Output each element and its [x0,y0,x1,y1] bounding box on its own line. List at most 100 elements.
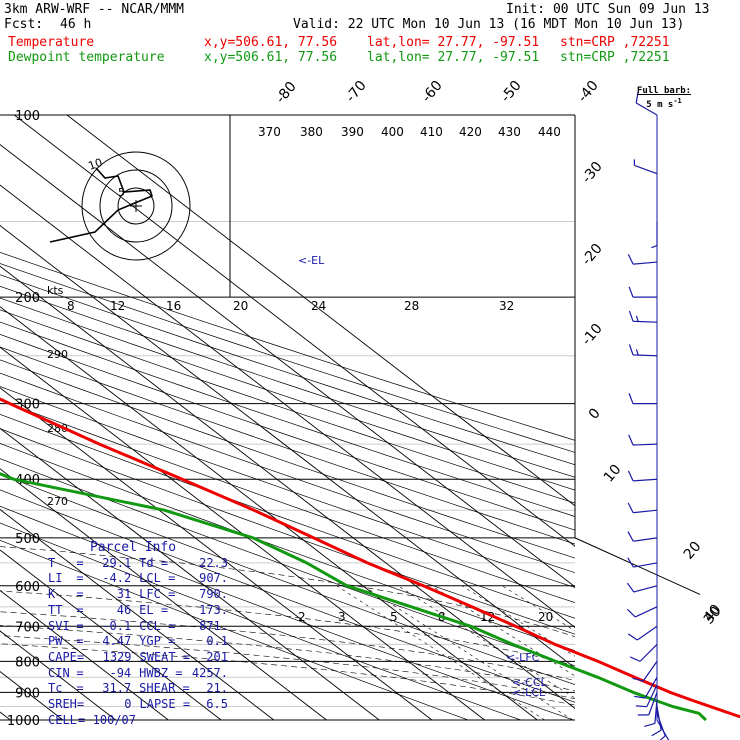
isotherm-right-label: 10 [601,462,625,486]
dry-adiabat-line [0,505,574,720]
theta-side-label: 270 [47,495,68,508]
wind-barb-flag [628,286,634,298]
wind-barb-flag [628,310,634,322]
parcel-label: CCL = [139,618,176,633]
parcel-value: 29.1 [102,555,132,570]
dry-adiabat-line [0,522,521,720]
wind-barb [651,706,662,737]
wind-barb [627,470,658,482]
hodograph-ring-label: 10 [87,156,105,173]
wind-barb-shaft [636,625,658,641]
theta-label: 380 [300,125,323,139]
wind-barb-shaft [648,692,658,716]
wind-barb [627,625,658,641]
dry-adiabat-line [0,489,575,703]
mixing-ratio-low-label: 2 [298,610,306,624]
parcel-info-row: K = 31 LFC = 790. [48,587,228,603]
wind-barb [635,684,658,708]
lcl-marker: <-LCL [512,686,546,699]
dry-adiabat-line [0,386,575,588]
dry-adiabat-line [0,309,575,504]
parcel-info-row: CAPE = 1329 SWEAT = 201 [48,650,228,666]
wind-barb-shaft [634,164,658,175]
hodograph: 5 10 kts [47,151,191,297]
moist-adiabat-line [660,297,740,720]
pressure-tick-600: 600 [15,580,40,595]
parcel-info-title: Parcel Info [89,540,177,555]
isotherm-top-label: -50 [498,78,525,106]
mixing-ratio-label: 12 [110,299,125,313]
mixing-ratio-label: 8 [67,299,75,313]
theta-label: 410 [420,125,443,139]
sounding-traces [0,397,740,722]
hodograph-trace [49,167,153,243]
wind-barb [627,557,658,568]
dry-adiabat-line [0,321,575,517]
wind-barb-flag [627,557,634,568]
isotherm-right-label: 0 [586,405,604,422]
isotherm-line [0,265,575,710]
dry-adiabat-line [0,274,575,466]
wind-barb [627,531,658,542]
wind-barb-shaft [644,676,658,699]
isotherm-line [0,225,575,669]
wind-barb-flag [659,735,666,740]
pressure-tick-900: 900 [15,686,40,701]
parcel-value: 871. [199,618,228,633]
wind-barb-flag [628,393,634,404]
wind-barb-shaft [642,661,658,682]
parcel-info-rows: T = 29.1 Td = 22.3 LI = -4.2 LCL = 907. K = 31 LFC = 7… [48,556,228,729]
parcel-info-row: CIN = -94 HWBZ = 4257. [48,666,228,682]
parcel-value: 31 [116,587,132,602]
parcel-label: CAPE [48,649,77,664]
wind-barb [628,344,658,357]
parcel-value: 46 [116,602,132,617]
wind-barb-flag [627,531,634,542]
valid-time: Valid: 22 UTC Mon 10 Jun 13 (16 MDT Mon … [293,17,685,32]
diagonal-grid [0,115,740,720]
wind-barb [626,582,658,593]
mixing-ratio-label: 24 [311,299,326,313]
wind-barb-shaft [635,102,658,116]
mixing-ratio-line [362,585,573,720]
wind-barb-flag [635,349,639,356]
parcel-value: 1329 [102,649,132,664]
hodograph-ring-label: 5 [118,186,125,199]
wind-barb-flag [626,582,635,593]
parcel-value: 4.47 [102,634,132,649]
theta-label: 400 [381,125,404,139]
isotherm-top-label: -80 [273,79,300,107]
model-title: 3km ARW-WRF -- NCAR/MMM [4,2,185,17]
wind-barb-shaft [633,537,658,542]
dewpoint-station: stn=CRP ,72251 [560,50,670,65]
wind-barb-flag [644,722,656,727]
parcel-info-row: PW = 4.47 YGP = 0.1 [48,634,228,650]
parcel-label: Tc [48,681,63,696]
wind-barb [628,310,658,323]
temperature-legend: Temperature [8,35,95,50]
parcel-equals: = [78,712,86,727]
isotherm-line [0,468,327,720]
pressure-tick-1000: 1000 [7,714,40,729]
parcel-info-row: Tc = 31.7 SHEAR = 21. [48,681,228,697]
wind-barb [632,661,658,682]
parcel-info-row: SVI = -0.1 CCL = 871. [48,619,228,635]
parcel-label: PW [48,634,63,649]
dry-adiabat-line [0,297,575,491]
parcel-info-panel: Parcel Info T = 29.1 Td = 22.3 LI = -4.2 LCL = 90… [48,540,228,728]
barb-key: Full barb: 5 m s-1 [636,86,692,110]
mixing-ratio-label: 32 [499,299,514,313]
theta-label: 440 [538,125,561,139]
parcel-value: -4.2 [102,571,132,586]
mixing-ratio-label: 16 [166,299,181,313]
temperature-latlon: lat,lon= 27.77, -97.51 [367,35,540,50]
moist-adiabat-line [0,635,575,699]
parcel-label: HWBZ = [139,665,183,680]
wind-barb [626,606,658,618]
wind-barb-flag [628,434,634,446]
parcel-value: 201 [206,649,228,664]
dry-adiabat-line [0,539,469,720]
parcel-label: EL = [139,602,169,617]
parcel-value: 100/07 [92,712,136,727]
